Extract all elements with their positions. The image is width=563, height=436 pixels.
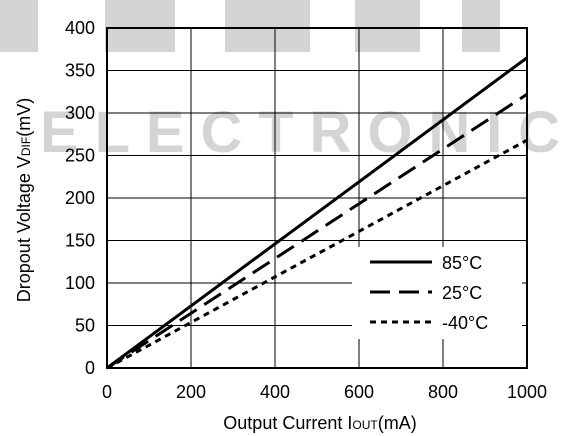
y-tick-label: 0 xyxy=(85,358,95,378)
y-axis-title-main: Dropout Voltage V xyxy=(14,156,34,302)
series-line-1 xyxy=(106,93,528,370)
y-axis-title-sub: DIF xyxy=(19,137,33,156)
y-tick-label: 300 xyxy=(65,103,95,123)
x-tick-label: 0 xyxy=(102,382,112,402)
y-axis-title: Dropout Voltage VDIF(mV) xyxy=(14,98,34,302)
x-tick-label: 400 xyxy=(260,382,290,402)
y-tick-label: 150 xyxy=(65,231,95,251)
legend-label-1: 25°C xyxy=(442,283,482,303)
plot-frame xyxy=(106,27,528,369)
series-line-0 xyxy=(106,56,528,370)
legend: 85°C 25°C -40°C xyxy=(352,247,522,339)
y-tick-label: 400 xyxy=(65,18,95,38)
x-tick-label: 600 xyxy=(344,382,374,402)
x-tick-labels: 0 200 400 600 800 1000 xyxy=(102,382,547,402)
y-tick-label: 350 xyxy=(65,61,95,81)
legend-items: 85°C 25°C -40°C xyxy=(370,253,488,333)
x-tick-label: 1000 xyxy=(507,382,547,402)
y-axis-title-unit: (mV) xyxy=(14,98,34,137)
watermark-logo-blocks xyxy=(0,0,500,52)
x-axis-title: Output Current IOUT(mA) xyxy=(223,413,416,433)
legend-label-2: -40°C xyxy=(442,313,488,333)
y-tick-labels: 0 50 100 150 200 250 300 350 400 xyxy=(65,18,95,378)
y-tick-label: 50 xyxy=(75,316,95,336)
series-group xyxy=(106,56,528,370)
x-tick-label: 200 xyxy=(176,382,206,402)
x-axis-title-main: Output Current I xyxy=(223,413,352,433)
x-tick-label: 800 xyxy=(428,382,458,402)
x-axis-title-unit: (mA) xyxy=(378,413,417,433)
legend-label-0: 85°C xyxy=(442,253,482,273)
x-axis-title-sub: OUT xyxy=(352,418,378,432)
y-tick-label: 250 xyxy=(65,146,95,166)
y-tick-label: 200 xyxy=(65,188,95,208)
series-line-2 xyxy=(106,138,528,370)
y-tick-label: 100 xyxy=(65,273,95,293)
